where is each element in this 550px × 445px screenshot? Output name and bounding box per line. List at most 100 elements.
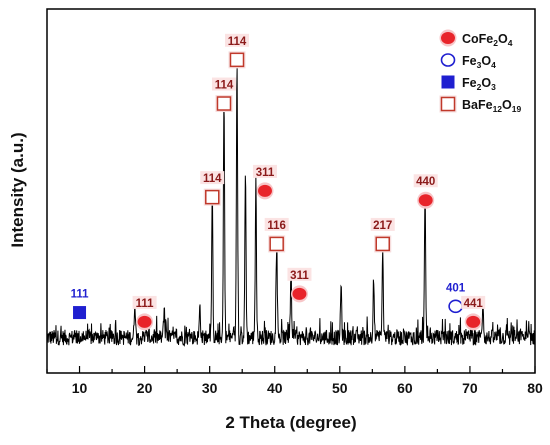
peak-marker — [290, 285, 308, 303]
label-halo — [252, 164, 277, 178]
filled-circle-marker — [418, 194, 433, 207]
label-halo — [264, 217, 289, 231]
open-square-marker — [375, 236, 390, 252]
peak-label: 441 — [464, 298, 484, 310]
filled-circle-marker — [466, 315, 481, 328]
filled-circle-marker — [257, 184, 272, 197]
filled-circle-marker — [292, 287, 307, 300]
peak-annotation: 311 — [252, 164, 277, 200]
filled-square-marker — [73, 306, 87, 320]
legend-marker — [439, 95, 457, 113]
peak-annotation: 114 — [224, 33, 249, 69]
plot-frame — [46, 8, 536, 374]
x-axis-title: 2 Theta (degree) — [225, 413, 356, 432]
legend-marker — [439, 29, 457, 47]
legend-subscript: 12 — [493, 104, 503, 114]
peak-marker — [464, 313, 482, 331]
open-square-marker — [205, 189, 220, 205]
peak-label: 311 — [256, 167, 275, 179]
peak-label: 111 — [136, 298, 155, 310]
annotations: 111 111 114 114 114 311 116 311 217 440 401 441 — [71, 33, 486, 331]
peak-label: 217 — [373, 220, 392, 232]
peak-marker — [73, 306, 87, 320]
legend-marker — [440, 53, 456, 67]
legend-subscript: 2 — [493, 38, 498, 48]
open-square-marker — [229, 52, 245, 68]
peak-annotation: 441 — [461, 295, 486, 331]
legend-item: Fe2O3 — [441, 75, 496, 92]
x-tick-label: 70 — [462, 380, 478, 396]
peak-label: 311 — [290, 270, 309, 282]
peak-marker — [228, 51, 246, 69]
legend-label: Fe3O4 — [462, 54, 496, 70]
legend-text-part: O — [502, 98, 512, 112]
peak-annotation: 217 — [370, 217, 395, 253]
peak-marker — [215, 95, 233, 113]
peak-label: 401 — [446, 282, 466, 294]
open-square-marker — [269, 236, 284, 252]
legend-label: Fe2O3 — [462, 76, 496, 92]
x-tick-label: 40 — [267, 380, 283, 396]
peak-label: 111 — [71, 289, 90, 301]
peak-marker — [374, 235, 392, 253]
label-halo — [224, 33, 249, 47]
legend-text-part: O — [481, 76, 491, 90]
x-tick-label: 30 — [202, 380, 218, 396]
filled-circle-marker — [137, 315, 152, 328]
peak-annotation: 111 — [132, 295, 157, 331]
filled-square-marker — [441, 75, 455, 89]
peak-annotation: 111 — [71, 289, 90, 320]
legend-label: BaFe12O19 — [462, 98, 522, 114]
x-tick-label: 10 — [72, 380, 88, 396]
peak-label: 440 — [416, 176, 435, 188]
legend-marker — [441, 75, 455, 89]
peak-label: 114 — [203, 173, 222, 185]
filled-circle-marker — [441, 32, 455, 44]
legend-subscript: 3 — [477, 60, 482, 70]
peak-marker — [268, 235, 286, 253]
label-halo — [413, 174, 438, 188]
legend-text-part: O — [498, 32, 508, 46]
legend-item: BaFe12O19 — [439, 95, 522, 114]
peak-annotation: 311 — [287, 267, 312, 303]
legend-subscript: 4 — [508, 38, 513, 48]
open-circle-marker — [440, 53, 456, 67]
label-halo — [211, 77, 236, 91]
y-axis-title: Intensity (a.u.) — [8, 132, 27, 247]
label-halo — [200, 171, 225, 185]
open-circle-marker — [448, 299, 463, 314]
open-square-marker — [216, 96, 232, 111]
legend-item: CoFe2O4 — [439, 29, 513, 48]
peak-marker — [203, 188, 221, 206]
peak-annotation: 114 — [211, 77, 236, 113]
legend-item: Fe3O4 — [440, 53, 496, 70]
peak-label: 114 — [215, 80, 234, 92]
peak-annotation: 116 — [264, 217, 289, 253]
peak-label: 114 — [228, 36, 247, 48]
label-halo — [461, 295, 486, 309]
open-square-marker — [440, 96, 456, 112]
peak-marker — [448, 299, 463, 314]
legend-subscript: 3 — [491, 82, 496, 92]
peak-annotation: 440 — [413, 174, 438, 209]
peak-annotation: 114 — [200, 171, 225, 206]
legend-text-part: Fe — [462, 76, 477, 90]
legend-subscript: 4 — [491, 60, 496, 70]
x-tick-label: 80 — [527, 380, 543, 396]
legend-label: CoFe2O4 — [462, 32, 513, 48]
x-ticks: 10 20 30 40 50 60 70 80 — [46, 366, 543, 396]
label-halo — [287, 267, 312, 281]
legend-text-part: Fe — [462, 54, 477, 68]
peak-label: 116 — [267, 220, 286, 232]
label-halo — [132, 295, 157, 309]
x-tick-label: 20 — [137, 380, 153, 396]
label-halo — [370, 217, 395, 231]
peak-marker — [136, 313, 154, 331]
legend-text-part: BaFe — [462, 98, 493, 112]
peak-marker — [417, 191, 435, 209]
legend-subscript: 2 — [477, 82, 482, 92]
legend-text-part: O — [481, 54, 491, 68]
